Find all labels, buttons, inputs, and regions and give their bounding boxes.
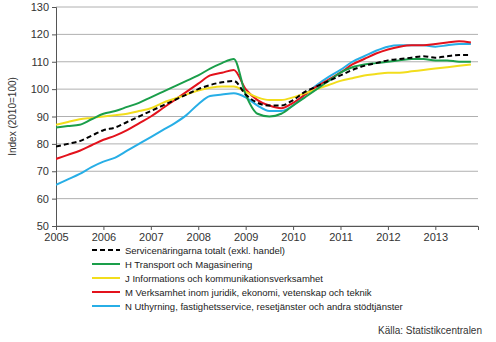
y-tick: 70 [37,165,56,177]
x-tick-label: 2006 [92,231,116,243]
source-note: Källa: Statistikcentralen [378,325,482,336]
y-axis-title: Index (2010=100) [7,77,18,156]
y-tick-mark [52,144,56,145]
y-tick: 90 [37,111,56,123]
legend-swatch [92,291,120,293]
x-tick-mark [435,226,436,230]
y-tick-mark [52,171,56,172]
x-tick-mark [56,226,57,230]
grid-line [56,198,478,199]
grid-line [56,61,478,62]
x-tick: 2008 [187,226,211,243]
legend-label: M Verksamhet inom juridik, ekonomi, vete… [125,287,372,298]
grid-line [56,89,478,90]
x-tick-label: 2005 [44,231,68,243]
x-tick: 2006 [92,226,116,243]
x-tick-mark [246,226,247,230]
x-tick-mark [340,226,341,230]
x-tick-label: 2013 [424,231,448,243]
x-axis: 2005 2006 2007 2008 2009 2010 2011 2012 2013 [44,226,478,243]
y-tick-mark [52,7,56,8]
x-tick-mark [198,226,199,230]
y-axis-line [52,8,57,227]
y-tick-mark [52,199,56,200]
x-tick: 2013 [424,226,448,243]
x-tick: 2012 [376,226,400,243]
lines [56,41,471,185]
legend-swatch [92,249,120,251]
x-tick-label: 2007 [139,231,163,243]
series-line [56,55,471,147]
legend: Servicenäringarna totalt (exkl. handel) H… [92,245,403,312]
legend-label: J Informations och kommunikationsverksam… [125,273,323,284]
y-tick: 100 [31,83,56,95]
grid-line [56,171,478,172]
grid-line [56,143,478,144]
x-axis-line [57,227,479,231]
x-tick: 2007 [139,226,163,243]
y-tick-label: 110 [31,56,49,68]
legend-swatch [92,305,120,307]
legend-label: H Transport och Magasinering [125,259,252,270]
y-tick-label: 90 [37,111,49,123]
y-tick: 120 [31,28,56,40]
x-tick-label: 2012 [376,231,400,243]
x-tick-label: 2009 [234,231,258,243]
y-tick: 130 [31,1,56,13]
legend-label: N Uthyrning, fastighetsservice, resetjän… [125,301,403,312]
y-tick-label: 70 [37,165,49,177]
x-tick-mark [293,226,294,230]
x-tick: 2005 [44,226,68,243]
x-tick-mark [103,226,104,230]
grid [56,7,478,226]
chart: 5060708090100110120130200520062007200820… [0,0,496,342]
y-tick-mark [52,89,56,90]
y-tick-mark [52,62,56,63]
series-line [56,41,471,159]
y-tick: 80 [37,138,56,150]
x-tick-mark [151,226,152,230]
x-tick-label: 2010 [281,231,305,243]
y-axis: 5060708090100110120130 [31,1,57,232]
series-line [56,44,471,185]
grid-line [56,34,478,35]
y-tick-label: 120 [31,28,49,40]
x-tick-label: 2011 [329,231,353,243]
legend-label: Servicenäringarna totalt (exkl. handel) [125,245,285,256]
legend-swatch [92,277,120,279]
x-tick: 2009 [234,226,258,243]
x-tick: 2010 [281,226,305,243]
y-tick-mark [52,34,56,35]
x-tick-label: 2008 [187,231,211,243]
x-tick-mark [388,226,389,230]
y-tick-mark [52,117,56,118]
y-tick: 60 [37,193,56,205]
y-tick-mark [52,226,56,227]
y-tick-label: 130 [31,1,49,13]
grid-line [56,7,478,8]
y-tick-label: 80 [37,138,49,150]
series-line [56,59,471,127]
y-tick-label: 100 [31,83,49,95]
x-tick: 2011 [329,226,353,243]
plot: 5060708090100110120130200520062007200820… [31,1,479,243]
y-tick-label: 60 [37,193,49,205]
y-tick: 110 [31,56,56,68]
legend-swatch [92,263,120,265]
